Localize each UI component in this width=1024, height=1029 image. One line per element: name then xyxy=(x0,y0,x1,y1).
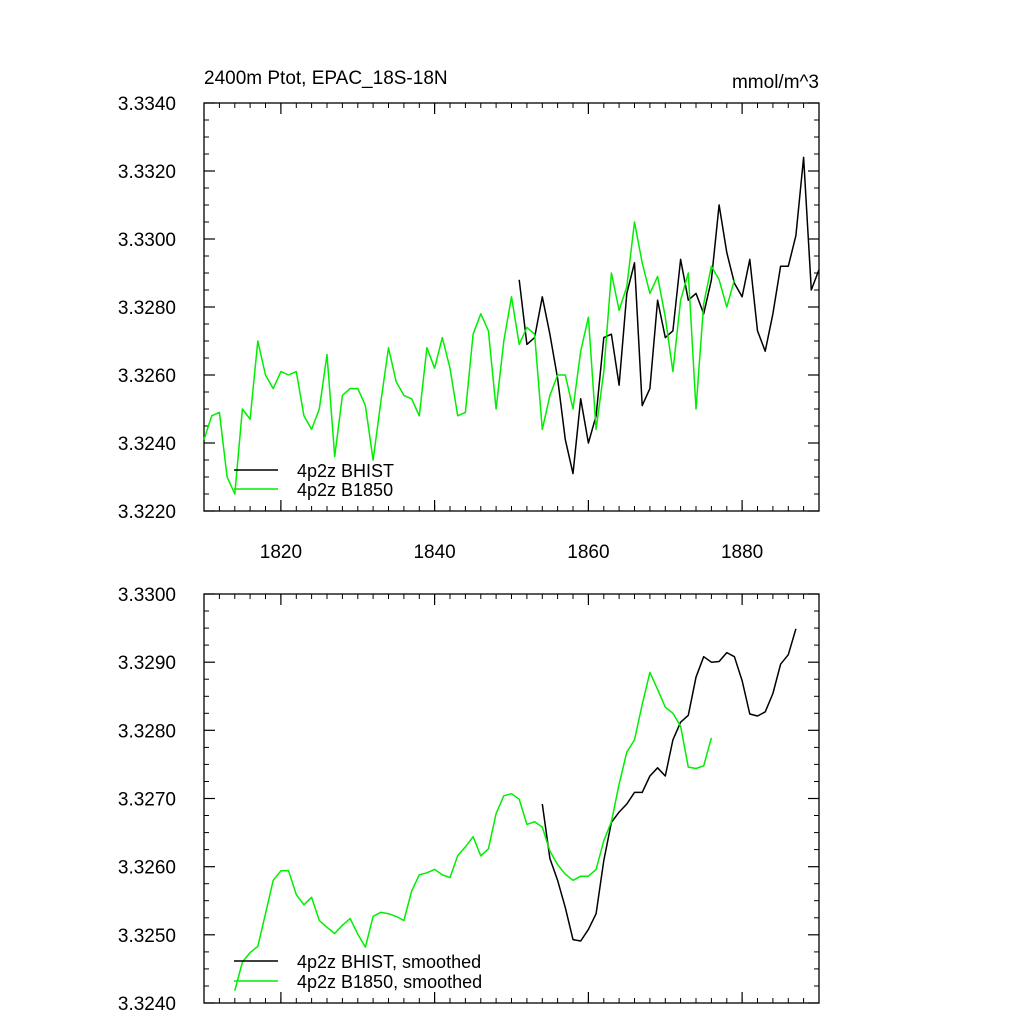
top-panel-units: mmol/m^3 xyxy=(732,72,819,93)
bottom-legend-label: 4p2z B1850, smoothed xyxy=(297,972,482,992)
top-panel-title: 2400m Ptot, EPAC_18S-18N xyxy=(204,68,448,89)
top-y-tick-label: 3.3340 xyxy=(118,94,176,115)
top-y-tick-label: 3.3300 xyxy=(118,230,176,251)
top-x-tick-label: 1880 xyxy=(721,542,763,563)
top-y-tick-label: 3.3320 xyxy=(118,162,176,183)
top-x-tick-label: 1860 xyxy=(567,542,609,563)
top-y-tick-label: 3.3240 xyxy=(118,434,176,455)
top-panel: 1820 1840 1860 1880 3.3220 3.3240 3.3260 3.3280… xyxy=(118,94,820,563)
bottom-y-tick-label: 3.3280 xyxy=(118,721,176,742)
top-y-tick-label: 3.3260 xyxy=(118,366,176,387)
bottom-y-tick-label: 3.3290 xyxy=(118,653,176,674)
bottom-panel: 3.3240 3.3250 3.3260 3.3270 3.3280 3.3290 3.33… xyxy=(118,585,820,1015)
bottom-y-tick-label: 3.3240 xyxy=(118,994,176,1015)
top-y-tick-label: 3.3280 xyxy=(118,298,176,319)
top-x-tick-label: 1820 xyxy=(260,542,302,563)
top-series-line-bhist xyxy=(518,156,820,475)
top-series-line-b1850 xyxy=(203,221,736,495)
bottom-y-tick-label: 3.3260 xyxy=(118,858,176,879)
top-x-tick-label: 1840 xyxy=(413,542,455,563)
bottom-series-line-b1850 xyxy=(234,671,713,991)
bottom-y-tick-label: 3.3250 xyxy=(118,926,176,947)
bottom-series-line-bhist xyxy=(541,628,797,942)
top-legend-label: 4p2z BHIST xyxy=(297,461,394,481)
top-y-tick-label: 3.3220 xyxy=(118,502,176,523)
bottom-y-tick-label: 3.3300 xyxy=(118,585,176,606)
top-legend-label: 4p2z B1850 xyxy=(297,480,393,500)
bottom-legend-label: 4p2z BHIST, smoothed xyxy=(297,952,481,972)
bottom-y-tick-label: 3.3270 xyxy=(118,790,176,811)
